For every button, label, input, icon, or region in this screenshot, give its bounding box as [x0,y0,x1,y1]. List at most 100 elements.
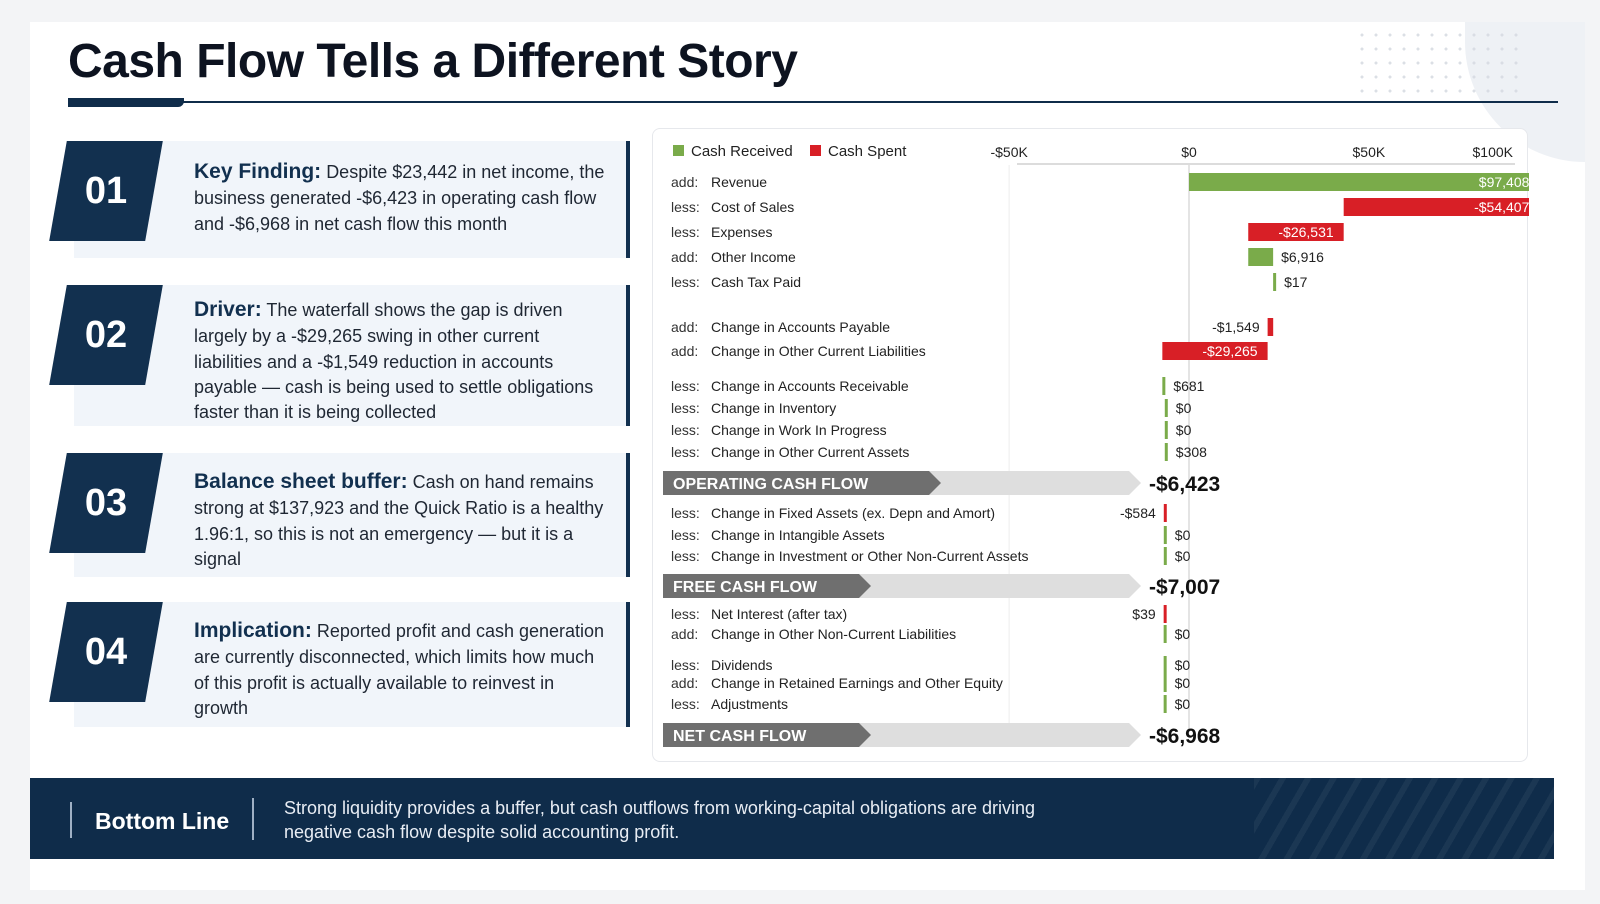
waterfall-bar [1163,605,1167,623]
row-label: Cash Tax Paid [711,274,801,290]
row-label: Dividends [711,657,772,673]
total-label-bar [663,471,941,495]
row-prefix: add: [671,174,698,190]
waterfall-bar [1163,547,1167,565]
row-prefix: less: [671,224,700,240]
row-prefix: less: [671,527,700,543]
waterfall-bar [1343,198,1529,216]
bar-value-label: -$54,407 [1474,199,1529,215]
row-prefix: less: [671,696,700,712]
card-number-badge: 04 [49,602,163,702]
waterfall-bar [1163,504,1167,522]
total-value: -$7,007 [1149,576,1220,599]
page-title: Cash Flow Tells a Different Story [68,35,798,88]
card-text: Despite $23,442 in net income, the busin… [194,162,605,234]
x-tick-label: $0 [1181,144,1197,160]
row-prefix: less: [671,444,700,460]
card-body: Key Finding: Despite $23,442 in net inco… [194,157,606,237]
card-key-finding: 01 Key Finding: Despite $23,442 in net i… [49,141,630,258]
row-prefix: less: [671,199,700,215]
waterfall-bar [1163,656,1167,674]
waterfall-panel: Cash Received Cash Spent -$50K $0 $50K $100K a… [652,128,1529,762]
card-body: Driver: The waterfall shows the gap is d… [194,295,606,425]
card-number: 01 [84,169,128,212]
legend-label: Cash Spent [828,143,907,160]
card-number-badge: 03 [49,453,163,553]
waterfall-bar [1163,526,1167,544]
card-number: 03 [84,481,128,524]
waterfall-bar [1164,443,1168,461]
row-label: Change in Other Non-Current Liabilities [711,626,956,642]
bar-value-label: -$26,531 [1278,224,1333,240]
legend-swatch [810,145,821,156]
row-prefix: add: [671,249,698,265]
card-number-badge: 02 [49,285,163,385]
row-label: Change in Investment or Other Non-Curren… [711,548,1028,564]
waterfall-bar [1273,273,1277,291]
row-label: Other Income [711,249,796,265]
row-label: Expenses [711,224,772,240]
row-label: Revenue [711,174,767,190]
bar-value-label: $39 [1132,606,1156,622]
card-driver: 02 Driver: The waterfall shows the gap i… [49,285,630,426]
card-heading: Driver: [194,298,262,321]
bar-value-label: $0 [1175,696,1191,712]
card-text: Cash on hand remains strong at $137,923 … [194,472,604,569]
banner-divider [252,798,254,840]
row-prefix: less: [671,657,700,673]
title-accent [68,98,184,107]
bar-value-label: $681 [1173,378,1204,394]
bar-value-label: $0 [1175,548,1191,564]
row-label: Change in Accounts Receivable [711,378,909,394]
row-prefix: less: [671,378,700,394]
bottom-line-label: Bottom Line [95,808,230,834]
bar-value-label: $0 [1176,422,1192,438]
dot-pattern [1355,28,1525,98]
bar-value-label: $6,916 [1281,249,1324,265]
row-label: Change in Accounts Payable [711,319,890,335]
bar-value-label: $17 [1284,274,1308,290]
card-implication: 04 Implication: Reported profit and cash… [49,602,630,727]
bar-value-label: -$29,265 [1202,343,1257,359]
waterfall-bar [1163,695,1167,713]
row-label: Net Interest (after tax) [711,606,847,622]
bar-value-label: $0 [1176,400,1192,416]
row-prefix: add: [671,675,698,691]
card-text: The waterfall shows the gap is driven la… [194,300,594,422]
row-prefix: less: [671,422,700,438]
waterfall-bar [1189,173,1529,191]
bar-value-label: $0 [1175,626,1191,642]
bar-value-label: $0 [1175,675,1191,691]
x-tick-label: $100K [1473,144,1514,160]
row-label: Change in Other Current Assets [711,444,909,460]
banner-divider [70,802,72,838]
bar-value-label: $0 [1175,527,1191,543]
card-body: Implication: Reported profit and cash ge… [194,616,606,721]
total-label: FREE CASH FLOW [673,579,818,596]
card-balance-sheet: 03 Balance sheet buffer: Cash on hand re… [49,453,630,577]
waterfall-bar [1248,223,1344,241]
row-prefix: less: [671,400,700,416]
bottom-line-text: Strong liquidity provides a buffer, but … [284,798,1036,843]
row-prefix: less: [671,606,700,622]
total-label: OPERATING CASH FLOW [673,476,869,493]
row-label: Adjustments [711,696,788,712]
bar-value-label: -$584 [1120,505,1156,521]
row-prefix: less: [671,548,700,564]
total-label-bar [663,574,871,598]
waterfall-bar [1164,421,1168,439]
waterfall-bar [1162,377,1166,395]
card-body: Balance sheet buffer: Cash on hand remai… [194,467,606,572]
card-text: Reported profit and cash generation are … [194,621,605,718]
waterfall-bar [1162,342,1268,360]
card-number: 02 [84,313,128,356]
row-label: Change in Other Current Liabilities [711,343,926,359]
waterfall-bar [1164,399,1168,417]
legend-swatch [673,145,684,156]
title-rule [68,101,1558,103]
legend-label: Cash Received [691,143,793,160]
row-label: Change in Work In Progress [711,422,887,438]
bar-value-label: $308 [1176,444,1207,460]
total-value: -$6,968 [1149,725,1221,748]
bar-value-label: $97,408 [1479,174,1529,190]
